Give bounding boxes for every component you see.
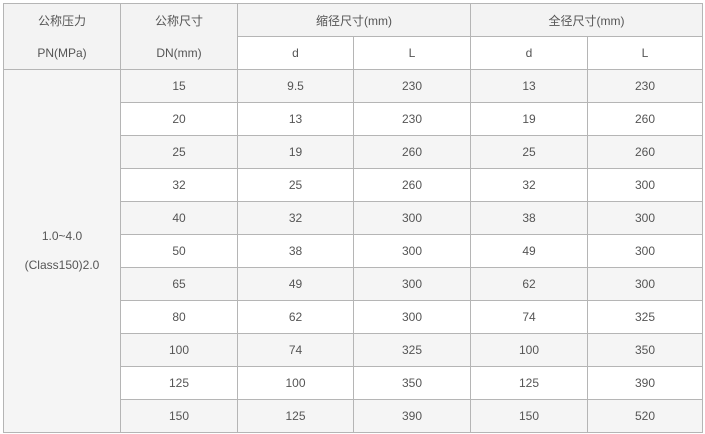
- cell-full-L: 230: [587, 69, 703, 103]
- cell-full-L: 520: [587, 399, 703, 433]
- cell-dn: 20: [120, 102, 238, 136]
- header-size: 公称尺寸 DN(mm): [120, 3, 238, 70]
- cell-reduced-d: 62: [237, 300, 354, 334]
- cell-reduced-L: 300: [353, 300, 471, 334]
- cell-full-d: 38: [470, 201, 588, 235]
- cell-full-L: 260: [587, 102, 703, 136]
- table-row: 50 38 300 49 300: [4, 234, 703, 268]
- pressure-line2: (Class150)2.0: [24, 258, 100, 272]
- cell-reduced-d: 13: [237, 102, 354, 136]
- cell-dn: 32: [120, 168, 238, 202]
- cell-full-d: 74: [470, 300, 588, 334]
- pressure-line1: 1.0~4.0: [41, 229, 83, 243]
- table-row: 25 19 260 25 260: [4, 135, 703, 169]
- pressure-label: 公称压力: [37, 13, 86, 28]
- cell-full-L: 300: [587, 201, 703, 235]
- table-row: 100 74 325 100 350: [4, 333, 703, 367]
- cell-reduced-d: 19: [237, 135, 354, 169]
- cell-reduced-L: 260: [353, 135, 471, 169]
- cell-dn: 150: [120, 399, 238, 433]
- cell-reduced-L: 300: [353, 234, 471, 268]
- cell-reduced-L: 230: [353, 69, 471, 103]
- cell-full-L: 390: [587, 366, 703, 400]
- table-row: 32 25 260 32 300: [4, 168, 703, 202]
- cell-reduced-L: 325: [353, 333, 471, 367]
- cell-reduced-L: 260: [353, 168, 471, 202]
- cell-dn: 50: [120, 234, 238, 268]
- cell-reduced-d: 49: [237, 267, 354, 301]
- cell-full-d: 150: [470, 399, 588, 433]
- cell-dn: 25: [120, 135, 238, 169]
- cell-full-d: 32: [470, 168, 588, 202]
- size-unit: DN(mm): [156, 45, 202, 60]
- pressure-value: 1.0~4.0 (Class150)2.0: [3, 69, 121, 433]
- header-reduced-bore: 缩径尺寸(mm): [237, 3, 471, 37]
- cell-full-d: 25: [470, 135, 588, 169]
- header-full-L: L: [587, 36, 703, 70]
- cell-reduced-L: 300: [353, 201, 471, 235]
- cell-full-L: 300: [587, 168, 703, 202]
- cell-full-L: 260: [587, 135, 703, 169]
- header-full-bore: 全径尺寸(mm): [470, 3, 703, 37]
- cell-reduced-d: 25: [237, 168, 354, 202]
- cell-reduced-L: 300: [353, 267, 471, 301]
- cell-reduced-L: 390: [353, 399, 471, 433]
- cell-dn: 65: [120, 267, 238, 301]
- size-label: 公称尺寸: [154, 13, 203, 28]
- cell-reduced-d: 100: [237, 366, 354, 400]
- header-full-d: d: [470, 36, 588, 70]
- cell-full-d: 49: [470, 234, 588, 268]
- cell-reduced-d: 38: [237, 234, 354, 268]
- cell-dn: 15: [120, 69, 238, 103]
- header-reduced-d: d: [237, 36, 354, 70]
- cell-full-L: 325: [587, 300, 703, 334]
- cell-reduced-L: 230: [353, 102, 471, 136]
- cell-full-d: 100: [470, 333, 588, 367]
- cell-dn: 125: [120, 366, 238, 400]
- table-row: 1.0~4.0 (Class150)2.0 15 9.5 230 13 230: [3, 69, 703, 433]
- cell-full-d: 13: [470, 69, 588, 103]
- cell-reduced-d: 74: [237, 333, 354, 367]
- cell-full-d: 19: [470, 102, 588, 136]
- cell-full-L: 300: [587, 234, 703, 268]
- cell-dn: 100: [120, 333, 238, 367]
- cell-dn: 80: [120, 300, 238, 334]
- header-reduced-L: L: [353, 36, 471, 70]
- dimension-table: 公称压力 PN(MPa) 公称尺寸 DN(mm) 缩径尺寸(mm) 全径尺寸(m…: [3, 3, 703, 433]
- table-row: 40 32 300 38 300: [4, 201, 703, 235]
- cell-full-L: 300: [587, 267, 703, 301]
- table-row: 80 62 300 74 325: [4, 300, 703, 334]
- cell-dn: 40: [120, 201, 238, 235]
- cell-full-d: 125: [470, 366, 588, 400]
- cell-reduced-L: 350: [353, 366, 471, 400]
- header-pressure: 公称压力 PN(MPa): [3, 3, 121, 70]
- cell-reduced-d: 9.5: [237, 69, 354, 103]
- cell-full-d: 62: [470, 267, 588, 301]
- cell-full-L: 350: [587, 333, 703, 367]
- table-row: 65 49 300 62 300: [4, 267, 703, 301]
- table-row: 150 125 390 150 520: [4, 399, 703, 433]
- table-row: 20 13 230 19 260: [4, 102, 703, 136]
- cell-reduced-d: 32: [237, 201, 354, 235]
- cell-reduced-d: 125: [237, 399, 354, 433]
- pressure-unit: PN(MPa): [37, 45, 87, 60]
